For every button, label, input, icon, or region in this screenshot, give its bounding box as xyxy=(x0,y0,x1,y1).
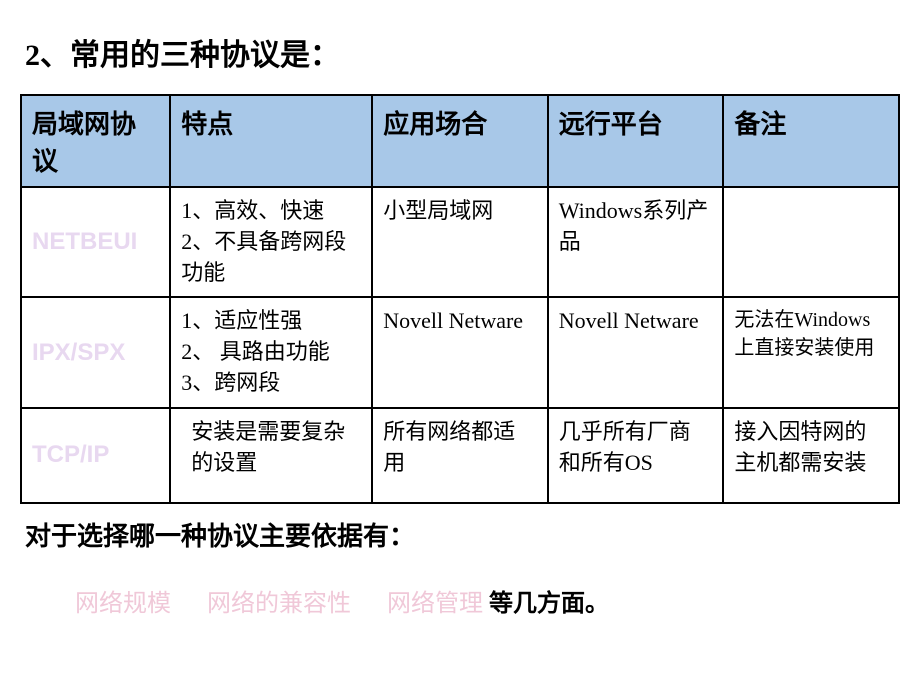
table-row: NETBEUI 1、高效、快速 2、不具备跨网段功能 小型局域网 Windows… xyxy=(21,187,899,297)
footer-section: 对于选择哪一种协议主要依据有： 网络规模 网络的兼容性 网络管理 等几方面。 xyxy=(20,516,900,618)
footer-criteria: 网络规模 网络的兼容性 网络管理 等几方面。 xyxy=(25,583,900,618)
table-row: IPX/SPX 1、适应性强 2、 具路由功能 3、跨网段 Novell Net… xyxy=(21,297,899,407)
features-cell: 安装是需要复杂的设置 xyxy=(170,408,372,503)
platform-cell: Windows系列产品 xyxy=(548,187,724,297)
header-usage: 应用场合 xyxy=(372,95,548,187)
platform-cell: 几乎所有厂商和所有OS xyxy=(548,408,724,503)
header-note: 备注 xyxy=(723,95,899,187)
usage-cell: 小型局域网 xyxy=(372,187,548,297)
features-cell: 1、高效、快速 2、不具备跨网段功能 xyxy=(170,187,372,297)
protocol-table: 局域网协议 特点 应用场合 远行平台 备注 NETBEUI 1、高效、快速 2、… xyxy=(20,94,900,504)
header-features: 特点 xyxy=(170,95,372,187)
protocol-cell: TCP/IP xyxy=(21,408,170,503)
criterion-3: 网络管理 xyxy=(387,591,483,617)
features-cell: 1、适应性强 2、 具路由功能 3、跨网段 xyxy=(170,297,372,407)
note-cell: 无法在Windows上直接安装使用 xyxy=(723,297,899,407)
note-cell xyxy=(723,187,899,297)
footer-intro: 对于选择哪一种协议主要依据有： xyxy=(25,516,900,553)
note-cell: 接入因特网的主机都需安装 xyxy=(723,408,899,503)
header-platform: 远行平台 xyxy=(548,95,724,187)
protocol-cell: IPX/SPX xyxy=(21,297,170,407)
usage-cell: 所有网络都适用 xyxy=(372,408,548,503)
criterion-1: 网络规模 xyxy=(75,591,171,617)
table-header-row: 局域网协议 特点 应用场合 远行平台 备注 xyxy=(21,95,899,187)
page-title: 2、常用的三种协议是： xyxy=(20,30,900,74)
usage-cell: Novell Netware xyxy=(372,297,548,407)
criterion-2: 网络的兼容性 xyxy=(207,591,351,617)
table-row: TCP/IP 安装是需要复杂的设置 所有网络都适用 几乎所有厂商和所有OS 接入… xyxy=(21,408,899,503)
protocol-cell: NETBEUI xyxy=(21,187,170,297)
header-protocol: 局域网协议 xyxy=(21,95,170,187)
footer-suffix: 等几方面。 xyxy=(489,591,609,617)
platform-cell: Novell Netware xyxy=(548,297,724,407)
